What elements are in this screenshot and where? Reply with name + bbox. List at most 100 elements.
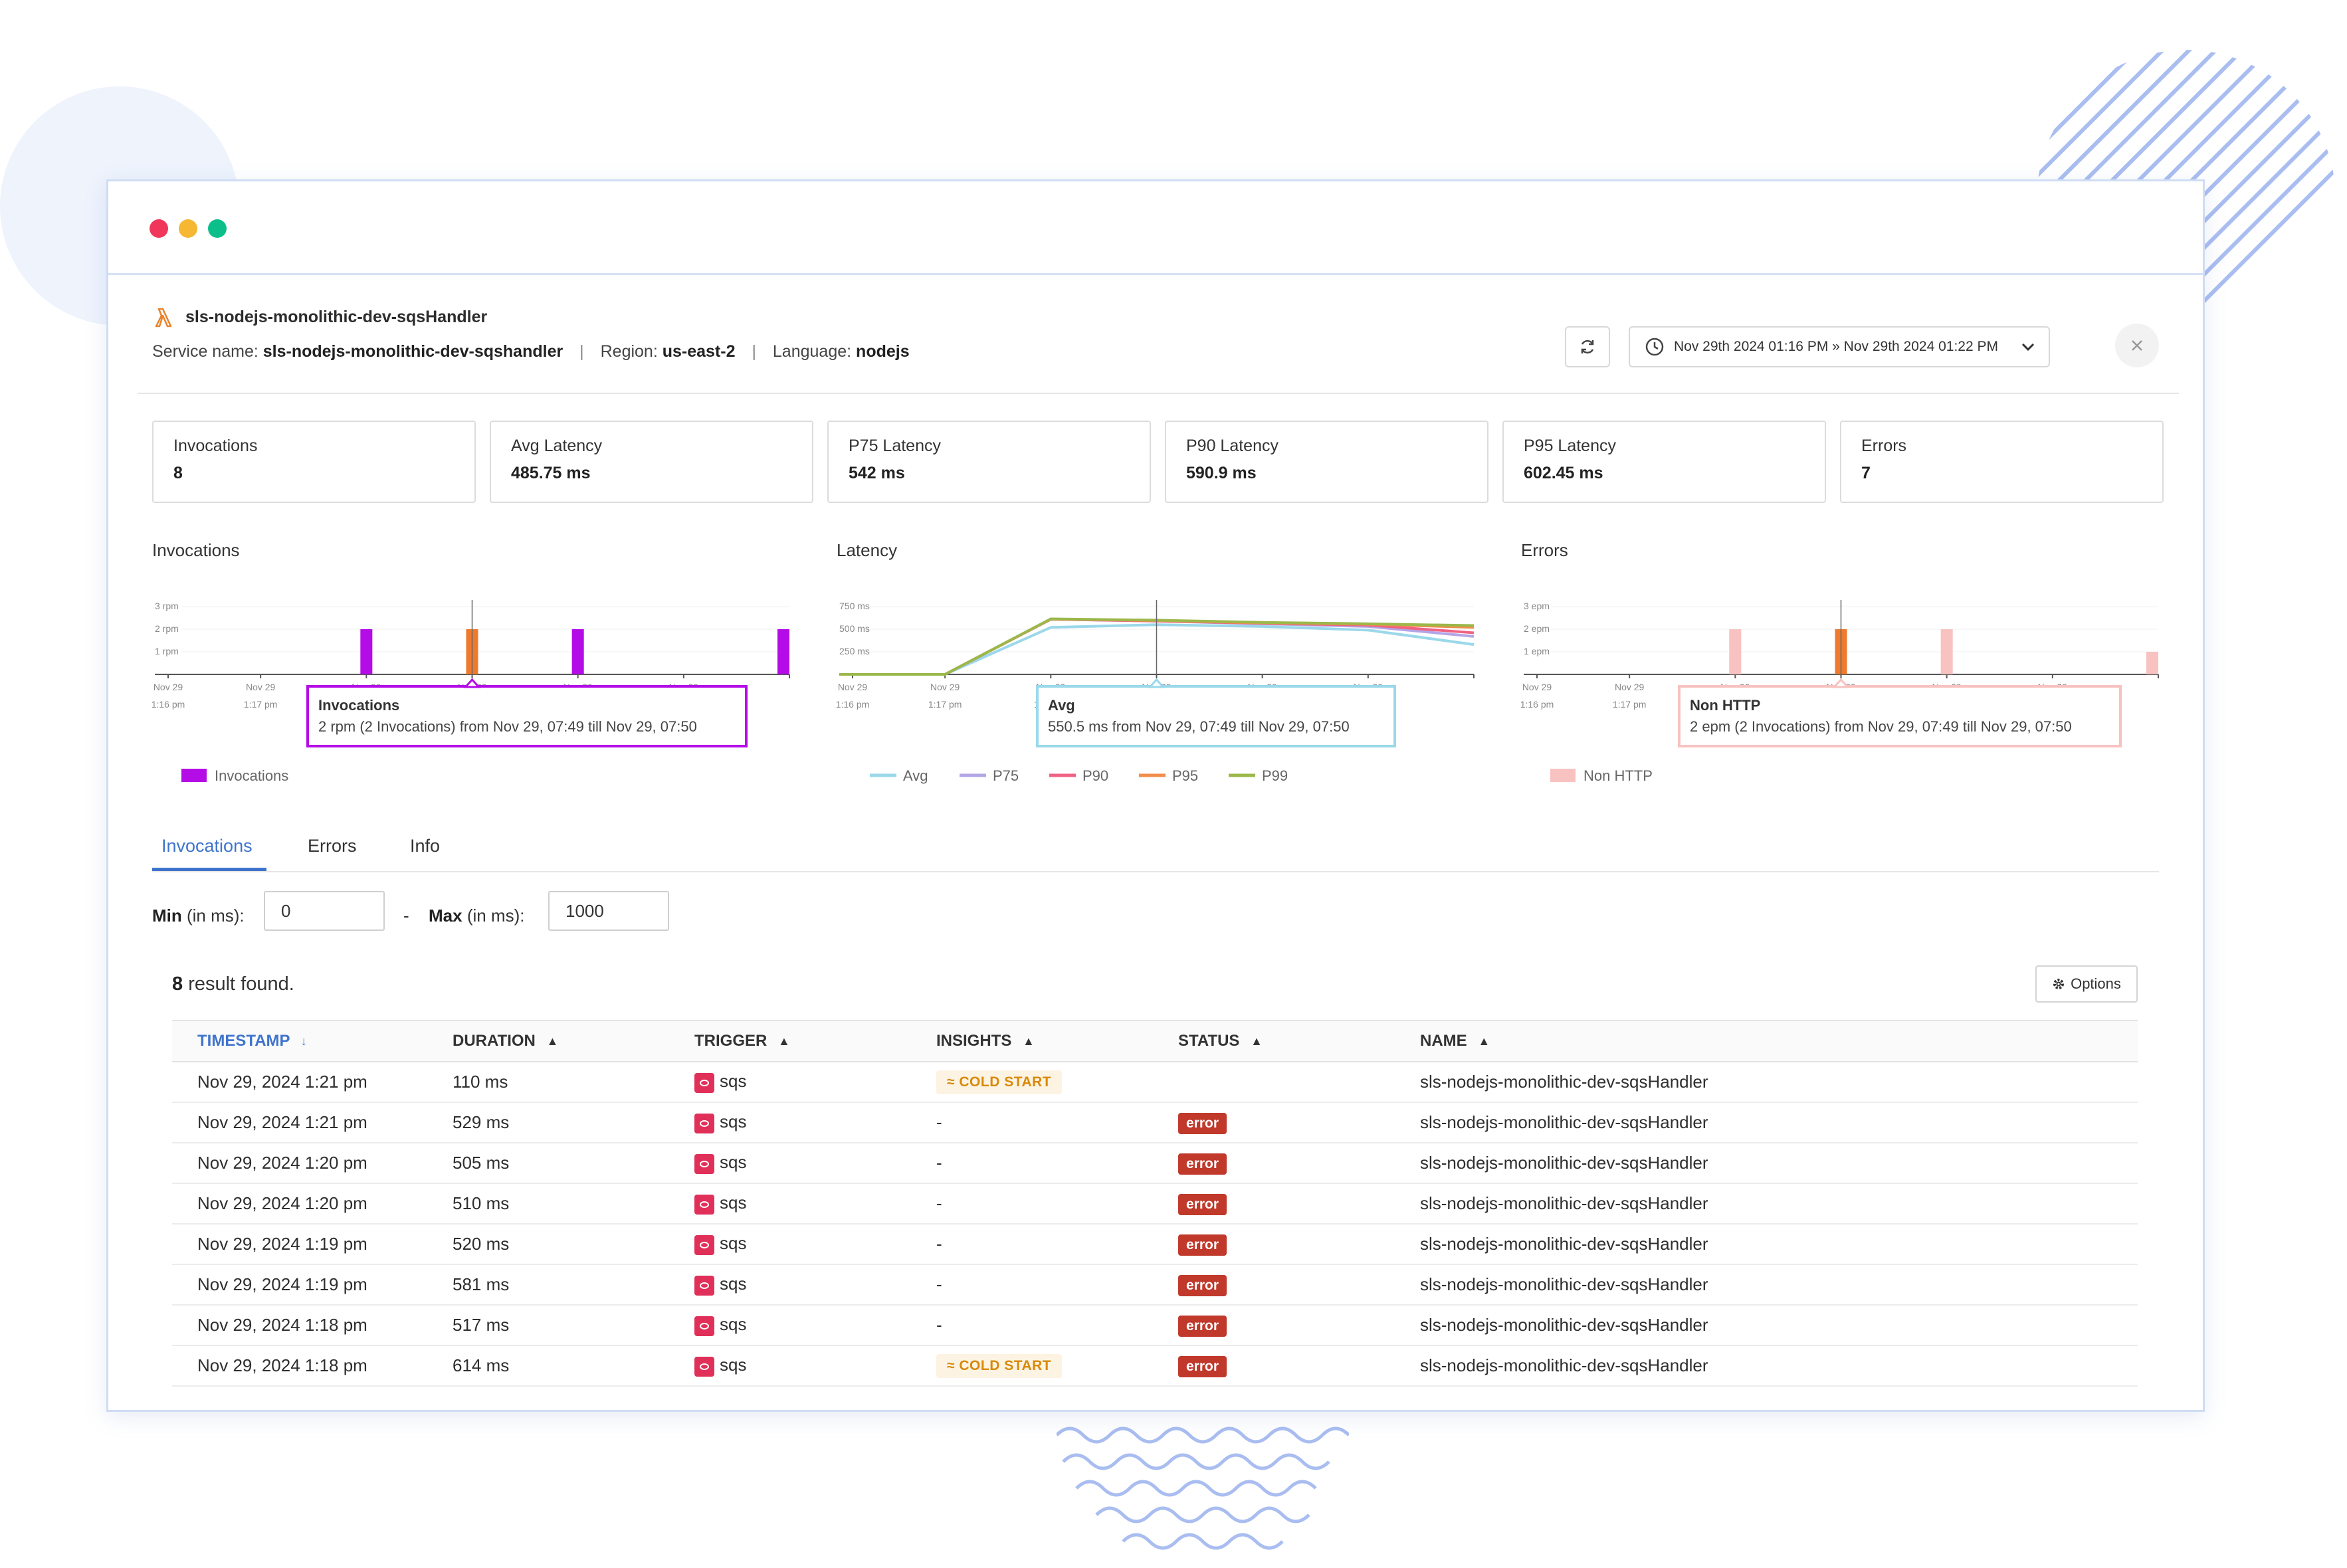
cell-name: sls-nodejs-monolithic-dev-sqsHandler [1395, 1264, 2138, 1306]
cell-insights: - [911, 1183, 1153, 1225]
metric-value: 7 [1861, 464, 1871, 482]
invocations-table: TIMESTAMP ↓ DURATION ▲︎ TRIGGER ▲︎ INSIG… [172, 1020, 2138, 1387]
table-header-row: TIMESTAMP ↓ DURATION ▲︎ TRIGGER ▲︎ INSIG… [172, 1020, 2138, 1062]
cold-start-icon: ≈ [947, 1357, 960, 1373]
cell-duration: 520 ms [427, 1224, 669, 1265]
sqs-icon [694, 1234, 714, 1255]
clock-icon [1645, 338, 1664, 356]
table-row[interactable]: Nov 29, 2024 1:18 pm 517 ms sqs - error sls-n… [172, 1305, 2138, 1346]
tooltip-text: 550.5 ms from Nov 29, 07:49 till Nov 29,… [1048, 718, 1350, 735]
table-row[interactable]: Nov 29, 2024 1:20 pm 505 ms sqs - error sls-n… [172, 1143, 2138, 1184]
x-tick-date: Nov 29 [930, 682, 960, 692]
meta-separator: | [752, 342, 756, 361]
refresh-button[interactable] [1565, 326, 1610, 367]
table-row[interactable]: Nov 29, 2024 1:21 pm 529 ms sqs - error sls-n… [172, 1102, 2138, 1143]
service-title: sls-nodejs-monolithic-dev-sqsHandler [185, 308, 488, 326]
sort-icon: ▲︎ [1251, 1034, 1263, 1048]
cell-insights: ≈ COLD START [911, 1345, 1153, 1387]
results-number: 8 [172, 973, 183, 995]
metric-card-errors: Errors 7 [1840, 421, 2164, 503]
invocations-chart[interactable]: 3 rpm 2 rpm 1 rpm Nov 29 1:16 pm Nov 29 1:17 p… [148, 587, 799, 793]
column-header-insights[interactable]: INSIGHTS ▲︎ [911, 1020, 1153, 1062]
metric-label: Avg Latency [511, 437, 603, 455]
service-name-label: Service name: [152, 342, 258, 361]
tab-invocations[interactable]: Invocations [161, 836, 253, 856]
window-maximize-dot[interactable] [208, 219, 227, 238]
sqs-icon [694, 1356, 714, 1377]
cell-name: sls-nodejs-monolithic-dev-sqsHandler [1395, 1224, 2138, 1265]
legend-label: P99 [1262, 767, 1288, 784]
column-header-name[interactable]: NAME ▲︎ [1395, 1020, 2138, 1062]
tab-errors[interactable]: Errors [308, 836, 357, 856]
table-row[interactable]: Nov 29, 2024 1:18 pm 614 ms sqs ≈ COLD STAR… [172, 1345, 2138, 1387]
trigger-text: sqs [720, 1314, 747, 1335]
cell-timestamp: Nov 29, 2024 1:20 pm [172, 1143, 427, 1184]
tab-info[interactable]: Info [410, 836, 441, 856]
active-tab-indicator [152, 868, 266, 871]
insight-text: - [936, 1234, 942, 1254]
window-close-dot[interactable] [150, 219, 168, 238]
table-row[interactable]: Nov 29, 2024 1:20 pm 510 ms sqs - error sls-n… [172, 1183, 2138, 1225]
legend-label: Avg [903, 767, 928, 784]
chart-bar [360, 629, 373, 674]
max-filter-label: Max (in ms): [429, 906, 524, 926]
metric-label: P75 Latency [849, 437, 941, 455]
tooltip-text: 2 rpm (2 Invocations) from Nov 29, 07:49… [318, 718, 697, 735]
close-button[interactable] [2115, 324, 2159, 367]
x-tick-time: 1:16 pm [1520, 699, 1554, 710]
cell-trigger: sqs [669, 1264, 911, 1306]
status-badge: error [1178, 1274, 1227, 1296]
table-row[interactable]: Nov 29, 2024 1:19 pm 581 ms sqs - error sls-n… [172, 1264, 2138, 1306]
chart-tooltip: Non HTTP 2 epm (2 Invocations) from Nov 2… [1678, 678, 2122, 747]
y-tick-label: 500 ms [839, 623, 870, 634]
cell-name: sls-nodejs-monolithic-dev-sqsHandler [1395, 1305, 2138, 1346]
column-header-duration[interactable]: DURATION ▲︎ [427, 1020, 669, 1062]
latency-chart[interactable]: 750 ms 500 ms 250 ms Nov 29 1:16 pm Nov 29 1:1… [833, 587, 1484, 793]
region-label: Region: [600, 342, 658, 361]
tabs-divider [152, 871, 2159, 872]
cell-trigger: sqs [669, 1143, 911, 1184]
x-tick-time: 1:16 pm [836, 699, 870, 710]
metric-value: 602.45 ms [1524, 464, 1603, 482]
status-badge: error [1178, 1112, 1227, 1134]
column-header-status[interactable]: STATUS ▲︎ [1153, 1020, 1395, 1062]
cell-timestamp: Nov 29, 2024 1:21 pm [172, 1102, 427, 1143]
status-badge: error [1178, 1153, 1227, 1175]
table-row[interactable]: Nov 29, 2024 1:19 pm 520 ms sqs - error sls-n… [172, 1224, 2138, 1265]
column-label: INSIGHTS [936, 1032, 1012, 1050]
status-badge: error [1178, 1355, 1227, 1377]
tooltip-text: 2 epm (2 Invocations) from Nov 29, 07:49… [1690, 718, 2072, 735]
column-header-trigger[interactable]: TRIGGER ▲︎ [669, 1020, 911, 1062]
app-window: sls-nodejs-monolithic-dev-sqsHandler Ser… [106, 179, 2205, 1412]
options-label: Options [2071, 975, 2121, 992]
date-range-picker[interactable]: Nov 29th 2024 01:16 PM » Nov 29th 2024 0… [1629, 326, 2050, 367]
errors-chart[interactable]: 3 epm 2 epm 1 epm Nov 29 1:16 pm Nov 29 1:17 p… [1517, 587, 2168, 793]
tooltip-box [1678, 685, 2122, 747]
cell-trigger: sqs [669, 1102, 911, 1143]
metric-label: Errors [1861, 437, 1907, 455]
options-button[interactable]: Options [2035, 965, 2138, 1003]
chart-title-errors: Errors [1521, 540, 1568, 560]
background-waves [1057, 1426, 1349, 1550]
refresh-icon [1581, 340, 1594, 354]
column-label: TRIGGER [694, 1032, 767, 1050]
chevron-down-icon [2021, 343, 2035, 351]
results-suffix: result found. [188, 973, 294, 995]
cell-insights: - [911, 1143, 1153, 1184]
table-row[interactable]: Nov 29, 2024 1:21 pm 110 ms sqs ≈ COLD STAR… [172, 1062, 2138, 1103]
language-label: Language: [772, 342, 852, 361]
insight-text: - [936, 1193, 942, 1213]
min-duration-input[interactable]: 0 [264, 891, 385, 931]
cell-status: error [1153, 1345, 1395, 1387]
window-minimize-dot[interactable] [179, 219, 197, 238]
cell-duration: 510 ms [427, 1183, 669, 1225]
metric-value: 8 [173, 464, 183, 482]
cell-timestamp: Nov 29, 2024 1:21 pm [172, 1062, 427, 1103]
column-header-timestamp[interactable]: TIMESTAMP ↓ [172, 1020, 427, 1062]
sqs-icon [694, 1194, 714, 1215]
max-duration-input[interactable]: 1000 [548, 891, 669, 931]
metric-label: P95 Latency [1524, 437, 1616, 455]
legend-label: P75 [993, 767, 1019, 784]
insight-text: COLD START [959, 1074, 1052, 1090]
legend-label: Invocations [215, 767, 288, 784]
